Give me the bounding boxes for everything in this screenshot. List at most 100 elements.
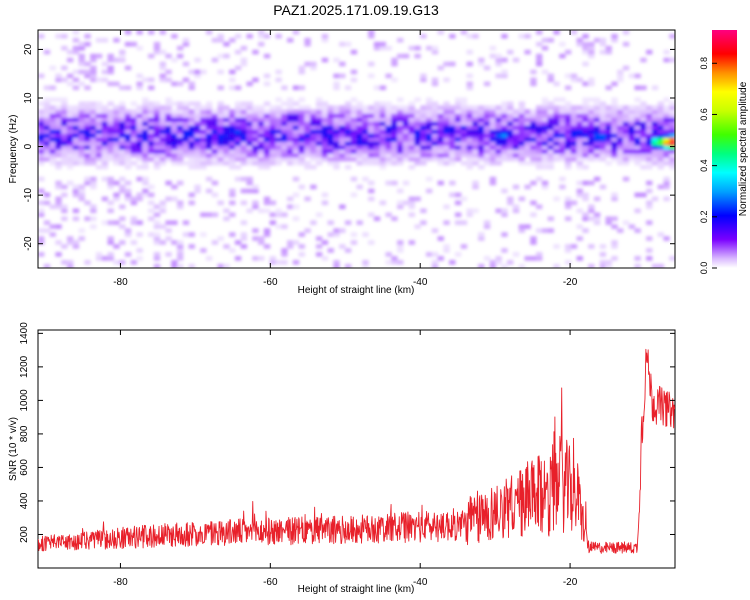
heatmap-cell <box>229 156 236 162</box>
heatmap-cell <box>234 129 242 134</box>
heatmap-cell <box>339 117 346 122</box>
heatmap-cell <box>84 113 91 118</box>
heatmap-cell <box>454 129 462 134</box>
heatmap-cell <box>564 152 572 158</box>
heatmap-cell <box>258 133 265 138</box>
heatmap-cell <box>246 208 253 214</box>
heatmap-cell <box>246 125 253 130</box>
heatmap-cell <box>182 152 190 158</box>
heatmap-cell <box>327 125 334 130</box>
heatmap-cell <box>593 125 601 130</box>
heatmap-cell <box>55 184 62 190</box>
heatmap-cell <box>397 149 404 154</box>
heatmap-cell <box>408 212 416 218</box>
colorbar-label: Normalized spectral amplitude <box>738 81 749 216</box>
heatmap-cell <box>240 125 248 130</box>
heatmap-cell <box>136 164 143 170</box>
heatmap-cell <box>107 137 114 142</box>
heatmap-cell <box>333 164 340 170</box>
heatmap-cell <box>454 137 462 142</box>
heatmap-cell <box>217 117 224 122</box>
heatmap-cell <box>397 160 404 166</box>
heatmap-cell <box>263 160 271 166</box>
heatmap-cell <box>651 156 659 162</box>
heatmap-cell <box>240 45 248 51</box>
heatmap-cell <box>657 117 665 122</box>
heatmap-cell <box>501 188 508 194</box>
heatmap-cell <box>159 152 166 158</box>
heatmap-cell <box>593 117 601 122</box>
heatmap-cell <box>339 73 346 79</box>
heatmap-cell <box>599 41 607 47</box>
heatmap-cell <box>518 117 526 122</box>
heatmap-cell <box>373 141 381 146</box>
heatmap-cell <box>425 113 433 118</box>
heatmap-cell <box>130 152 138 158</box>
colorbar-tick-label: 0.0 <box>699 262 709 275</box>
heatmap-cell <box>136 113 143 118</box>
heatmap-cell <box>391 105 398 110</box>
heatmap-cell <box>55 109 62 114</box>
heatmap-cell <box>49 141 56 146</box>
heatmap-cell <box>240 156 248 162</box>
heatmap-cell <box>217 33 224 39</box>
heatmap-cell <box>298 129 305 134</box>
heatmap-cell <box>130 196 138 202</box>
heatmap-cell <box>472 133 479 138</box>
heatmap-cell <box>263 81 271 87</box>
heatmap-cell <box>124 156 132 162</box>
heatmap-cell <box>78 149 85 154</box>
heatmap-cell <box>72 149 80 154</box>
heatmap-cell <box>541 145 549 150</box>
heatmap-cell <box>246 145 253 150</box>
heatmap-cell <box>350 137 358 142</box>
heatmap-cell <box>321 129 329 134</box>
heatmap-cell <box>95 37 103 43</box>
heatmap-cell <box>43 129 51 134</box>
heatmap-cell <box>379 164 387 170</box>
heatmap-cell <box>478 57 485 63</box>
heatmap-cell <box>443 117 450 122</box>
heatmap-cell <box>200 164 207 170</box>
heatmap-cell <box>599 152 607 158</box>
heatmap-cell <box>373 113 381 118</box>
heatmap-cell <box>570 125 578 130</box>
heatmap-cell <box>391 121 398 126</box>
heatmap-cell <box>281 121 288 126</box>
heatmap-cell <box>263 133 271 138</box>
heatmap-cell <box>472 113 479 118</box>
heatmap-cell <box>78 117 85 122</box>
heatmap-cell <box>148 105 155 110</box>
heatmap-cell <box>310 149 317 154</box>
heatmap-cell <box>113 160 120 166</box>
heatmap-cell <box>385 152 392 158</box>
heatmap-cell <box>321 117 329 122</box>
heatmap-cell <box>66 113 74 118</box>
heatmap-cell <box>275 160 282 166</box>
heatmap-cell <box>344 145 352 150</box>
heatmap-cell <box>246 109 253 114</box>
heatmap-cell <box>84 152 91 158</box>
heatmap-cell <box>408 200 416 206</box>
heatmap-cell <box>136 109 143 114</box>
heatmap-cell <box>292 192 300 198</box>
heatmap-cell <box>628 152 636 158</box>
heatmap-cell <box>657 113 665 118</box>
heatmap-cell <box>130 41 138 47</box>
heatmap-cell <box>38 133 45 138</box>
heatmap-cell <box>576 188 583 194</box>
heatmap-cell <box>501 152 508 158</box>
heatmap-cell <box>437 256 444 261</box>
heatmap-cell <box>171 152 178 158</box>
heatmap-cell <box>379 152 387 158</box>
heatmap-cell <box>663 137 670 142</box>
heatmap-cell <box>275 113 282 118</box>
heatmap-cell <box>159 133 166 138</box>
heatmap-cell <box>182 77 190 83</box>
heatmap-cell <box>148 156 155 162</box>
heatmap-cell <box>72 117 80 122</box>
heatmap-cell <box>495 137 502 142</box>
heatmap-cell <box>176 156 184 162</box>
heatmap-cell <box>501 117 508 122</box>
